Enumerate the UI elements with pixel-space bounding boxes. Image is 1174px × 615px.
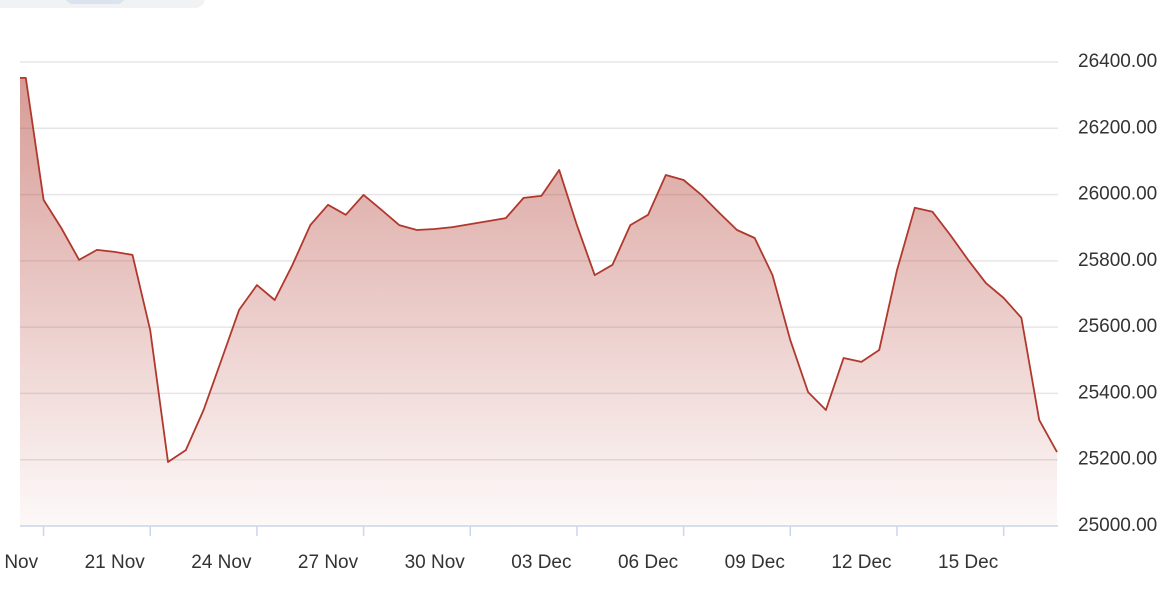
x-tick-label: 21 Nov [85, 552, 146, 573]
range-button[interactable] [65, 0, 125, 4]
x-tick-label: 24 Nov [191, 552, 252, 573]
y-tick-label: 26400.00 [1078, 51, 1157, 72]
y-tick-label: 26200.00 [1078, 117, 1157, 138]
x-tick-label: 09 Dec [725, 552, 785, 573]
y-tick-label: 25400.00 [1078, 382, 1157, 403]
area [20, 77, 1057, 526]
x-tick-label: 30 Nov [405, 552, 466, 573]
y-tick-label: 26000.00 [1078, 184, 1157, 205]
x-tick-label: 03 Dec [511, 552, 571, 573]
y-tick-label: 25200.00 [1078, 449, 1157, 470]
x-tick-label: 06 Dec [618, 552, 678, 573]
line [20, 77, 1058, 463]
y-tick-label: 25600.00 [1078, 316, 1157, 337]
x-tick-label: 15 Dec [938, 552, 998, 573]
y-tick-label: 25000.00 [1078, 515, 1157, 536]
x-tick-label: 27 Nov [298, 552, 359, 573]
x-tick-label: 18 Nov [0, 552, 39, 573]
x-tick-label: 12 Dec [831, 552, 891, 573]
plot [20, 77, 1058, 526]
y-tick-label: 25800.00 [1078, 250, 1157, 271]
